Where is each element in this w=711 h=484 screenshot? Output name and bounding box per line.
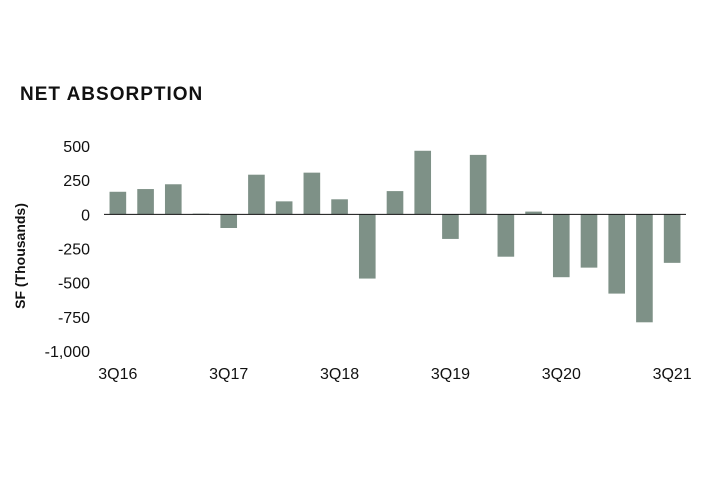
y-tick-labels: 500 250 0 -250 -500 -750 -1,000 [45, 139, 90, 361]
bar-3Q18 [331, 199, 348, 215]
bar-1Q18 [275, 201, 293, 215]
bar-4Q17 [248, 174, 265, 215]
bar-3Q20 [552, 214, 570, 278]
x-tick-label: 3Q16 [98, 366, 137, 383]
y-tick-label: -750 [58, 310, 90, 327]
bar-4Q20 [580, 214, 598, 268]
x-tick-label: 3Q18 [320, 366, 359, 383]
bar-1Q20 [497, 214, 515, 257]
bar-3Q17 [220, 214, 238, 228]
x-tick-label: 3Q17 [209, 366, 248, 383]
bar-1Q21 [608, 214, 626, 294]
bar-4Q16 [137, 189, 154, 215]
y-tick-label: 0 [81, 207, 90, 224]
chart-title: NET ABSORPTION [20, 84, 204, 105]
bar-4Q18 [358, 214, 376, 279]
y-tick-label: 500 [63, 139, 90, 156]
bar-1Q17 [164, 184, 182, 215]
bar-2Q21 [636, 214, 653, 323]
y-tick-label: -1,000 [45, 344, 90, 361]
y-tick-label: -250 [58, 242, 90, 259]
bar-2Q20 [525, 211, 542, 215]
y-axis-label: SF (Thousands) [12, 203, 28, 309]
bar-3Q19 [442, 214, 459, 239]
bar-4Q19 [469, 154, 487, 215]
x-tick-label: 3Q20 [542, 366, 581, 383]
x-tick-label: 3Q19 [431, 366, 470, 383]
bar-2Q19 [414, 150, 432, 215]
x-tick-label: 3Q21 [653, 366, 692, 383]
bars-group [109, 150, 681, 323]
bar-3Q21 [663, 214, 681, 263]
y-tick-label: 250 [63, 173, 90, 190]
bar-1Q19 [386, 191, 404, 215]
bar-2Q18 [303, 172, 321, 215]
bar-3Q16 [109, 191, 127, 215]
y-tick-label: -500 [58, 276, 90, 293]
x-tick-labels: 3Q16 3Q17 3Q18 3Q19 3Q20 3Q21 [98, 366, 692, 383]
